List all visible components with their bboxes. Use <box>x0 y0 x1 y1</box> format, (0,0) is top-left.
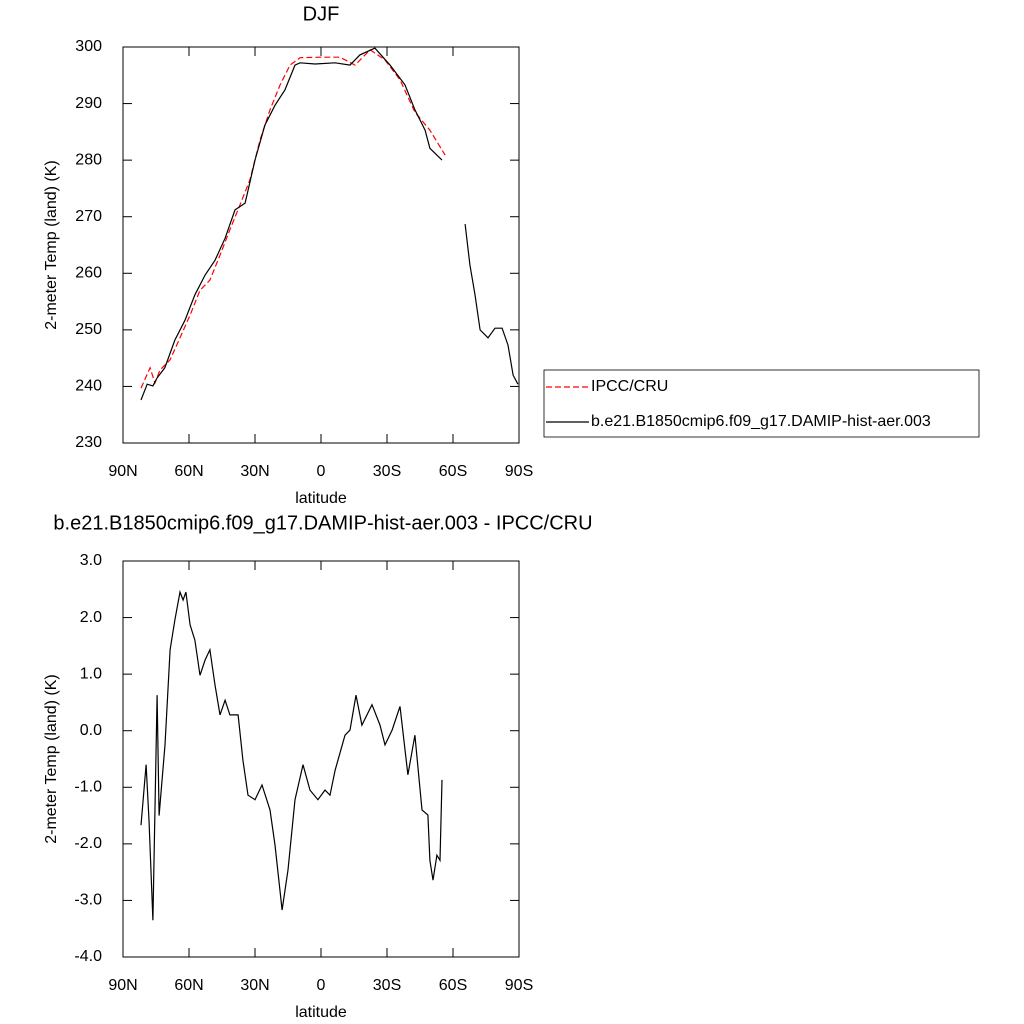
y-axis-label: 2-meter Temp (land) (K) <box>43 160 60 330</box>
x-tick-label: 90S <box>505 463 533 480</box>
legend-box <box>543 369 980 438</box>
legend-label: IPCC/CRU <box>591 378 668 395</box>
x-tick-label: 30S <box>373 463 401 480</box>
y-tick-label: 240 <box>75 378 102 395</box>
x-tick-label: 60S <box>439 463 467 480</box>
x-tick-label: 60N <box>174 977 203 994</box>
y-tick-label: 280 <box>75 151 102 168</box>
x-tick-label: 30N <box>240 463 269 480</box>
y-tick-label: 260 <box>75 265 102 282</box>
y-tick-label: 250 <box>75 321 102 338</box>
data-line <box>140 47 519 401</box>
plot-frame <box>122 560 520 958</box>
x-axis-label: latitude <box>295 490 347 507</box>
x-tick-label: 60S <box>439 977 467 994</box>
chart-title: b.e21.B1850cmip6.f09_g17.DAMIP-hist-aer.… <box>53 512 592 534</box>
y-tick-label: 270 <box>75 208 102 225</box>
y-tick-label: -4.0 <box>74 948 102 965</box>
y-tick-label: 230 <box>75 434 102 451</box>
x-tick-label: 0 <box>317 977 326 994</box>
chart-title: DJF <box>303 3 340 25</box>
x-tick-label: 60N <box>174 463 203 480</box>
legend-label: b.e21.B1850cmip6.f09_g17.DAMIP-hist-aer.… <box>591 413 931 430</box>
y-tick-label: -3.0 <box>74 892 102 909</box>
y-tick-label: 300 <box>75 38 102 55</box>
data-line <box>140 49 446 389</box>
y-tick-label: 2.0 <box>80 609 102 626</box>
data-line <box>140 589 443 921</box>
y-tick-label: -1.0 <box>74 779 102 796</box>
plot-frame <box>122 46 520 444</box>
y-tick-label: 3.0 <box>80 552 102 569</box>
y-tick-label: 0.0 <box>80 722 102 739</box>
x-tick-label: 30S <box>373 977 401 994</box>
y-tick-label: 1.0 <box>80 665 102 682</box>
x-axis-label: latitude <box>295 1004 347 1021</box>
y-tick-label: 290 <box>75 95 102 112</box>
x-tick-label: 90N <box>108 463 137 480</box>
x-tick-label: 0 <box>317 463 326 480</box>
x-tick-label: 30N <box>240 977 269 994</box>
x-tick-label: 90N <box>108 977 137 994</box>
y-axis-label: 2-meter Temp (land) (K) <box>43 674 60 844</box>
y-tick-label: -2.0 <box>74 835 102 852</box>
x-tick-label: 90S <box>505 977 533 994</box>
